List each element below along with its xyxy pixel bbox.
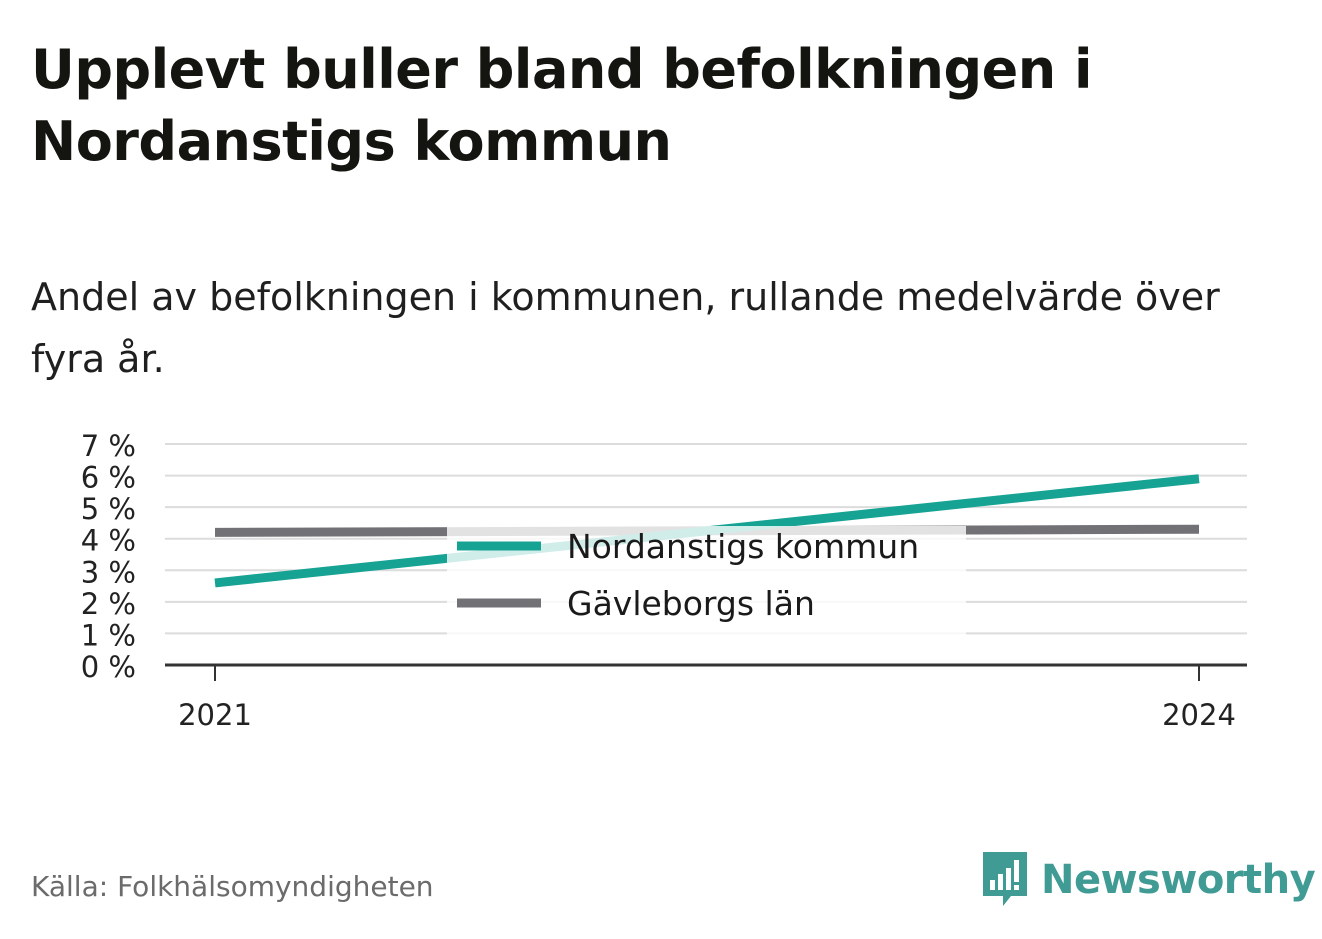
y-tick-label: 0 % [81,650,136,684]
y-axis-ticks: 0 %1 %2 %3 %4 %5 %6 %7 % [81,429,136,684]
y-tick-label: 6 % [81,461,136,495]
source-note: Källa: Folkhälsomyndigheten [31,870,434,903]
x-tick-label: 2021 [178,698,252,732]
y-tick-label: 4 % [81,524,136,558]
newsworthy-logo-icon [983,852,1027,906]
y-tick-label: 1 % [81,618,136,652]
x-axis: 2021 2024 [165,663,1247,732]
chart-subtitle: Andel av befolkningen i kommunen, rullan… [31,275,1220,381]
chart-title: Upplevt buller bland befolkningen i Nord… [31,38,1093,173]
y-tick-label: 5 % [81,492,136,526]
y-tick-label: 2 % [81,587,136,621]
legend: Nordanstigs kommun Gävleborgs län [447,526,966,636]
brand-name: Newsworthy [1041,857,1316,903]
legend-label: Gävleborgs län [567,584,815,623]
y-tick-label: 7 % [81,429,136,463]
y-tick-label: 3 % [81,555,136,589]
line-chart: 0 %1 %2 %3 %4 %5 %6 %7 % 2021 2024 Nordan… [81,429,1247,732]
x-tick-label: 2024 [1162,698,1236,732]
legend-label: Nordanstigs kommun [567,527,919,566]
brand-logo[interactable]: Newsworthy [981,849,1316,911]
